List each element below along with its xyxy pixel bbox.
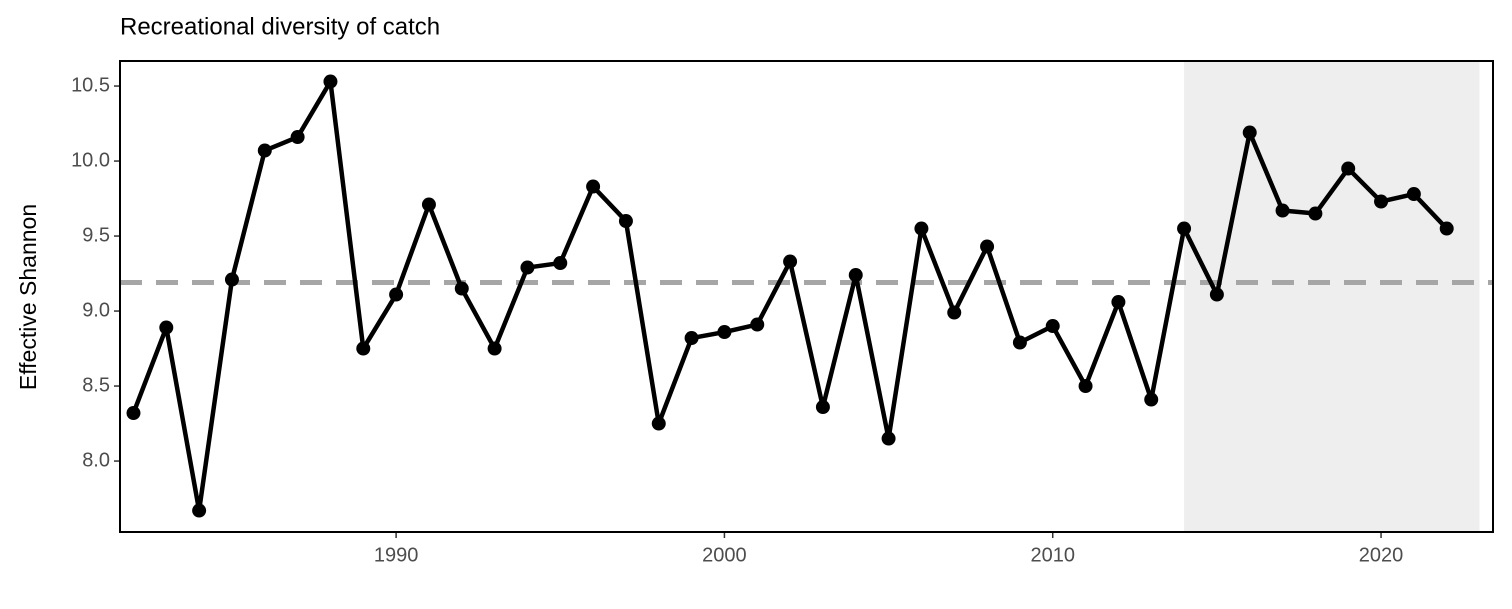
data-point bbox=[553, 256, 568, 271]
data-point bbox=[881, 431, 896, 446]
data-point bbox=[1177, 221, 1192, 236]
data-point bbox=[224, 272, 239, 287]
data-point bbox=[914, 221, 929, 236]
x-tick-label: 1990 bbox=[374, 544, 419, 566]
x-tick-label: 2010 bbox=[1030, 544, 1075, 566]
data-point bbox=[192, 503, 207, 518]
data-point bbox=[520, 260, 535, 275]
data-point bbox=[815, 400, 830, 415]
data-point bbox=[126, 406, 141, 421]
y-axis-label: Effective Shannon bbox=[15, 204, 41, 390]
y-tick-label: 9.5 bbox=[82, 224, 110, 246]
data-point bbox=[257, 143, 272, 158]
y-tick-label: 8.5 bbox=[82, 374, 110, 396]
x-tick-label: 2000 bbox=[702, 544, 747, 566]
x-tick-label: 2020 bbox=[1359, 544, 1404, 566]
data-point bbox=[618, 214, 633, 229]
y-tick-label: 9.0 bbox=[82, 299, 110, 321]
data-point bbox=[159, 320, 174, 335]
data-point bbox=[684, 331, 699, 346]
data-point bbox=[1045, 319, 1060, 334]
data-point bbox=[651, 416, 666, 431]
data-point bbox=[750, 317, 765, 332]
data-point bbox=[1111, 295, 1126, 310]
data-point bbox=[421, 197, 436, 212]
data-point bbox=[1439, 221, 1454, 236]
data-point bbox=[848, 268, 863, 283]
data-point bbox=[586, 179, 601, 194]
y-tick-label: 8.0 bbox=[82, 449, 110, 471]
data-point bbox=[487, 341, 502, 356]
highlight-region bbox=[1184, 61, 1480, 532]
data-point bbox=[356, 341, 371, 356]
data-point bbox=[1341, 161, 1356, 176]
data-point bbox=[389, 287, 404, 302]
data-point bbox=[947, 305, 962, 320]
y-tick-label: 10.5 bbox=[71, 74, 110, 96]
data-point bbox=[1275, 203, 1290, 218]
data-point bbox=[1308, 206, 1323, 221]
data-point bbox=[454, 281, 469, 296]
data-point bbox=[1242, 125, 1257, 140]
data-point bbox=[1406, 187, 1421, 202]
y-tick-label: 10.0 bbox=[71, 149, 110, 171]
data-point bbox=[1144, 392, 1159, 407]
data-point bbox=[1209, 287, 1224, 302]
chart-title: Recreational diversity of catch bbox=[120, 13, 440, 40]
data-point bbox=[290, 130, 305, 145]
data-point bbox=[783, 254, 798, 269]
data-point bbox=[1012, 335, 1027, 350]
plot-border bbox=[119, 60, 1494, 533]
data-point bbox=[323, 74, 338, 89]
data-point bbox=[1374, 194, 1389, 209]
data-point bbox=[980, 239, 995, 254]
data-point bbox=[1078, 379, 1093, 394]
data-point bbox=[717, 325, 732, 340]
